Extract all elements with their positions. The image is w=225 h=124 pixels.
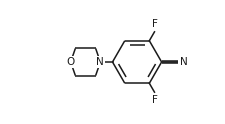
Text: F: F	[152, 95, 158, 105]
Text: F: F	[152, 19, 158, 29]
Text: N: N	[180, 57, 188, 67]
Text: O: O	[67, 57, 75, 67]
Text: N: N	[97, 57, 104, 67]
